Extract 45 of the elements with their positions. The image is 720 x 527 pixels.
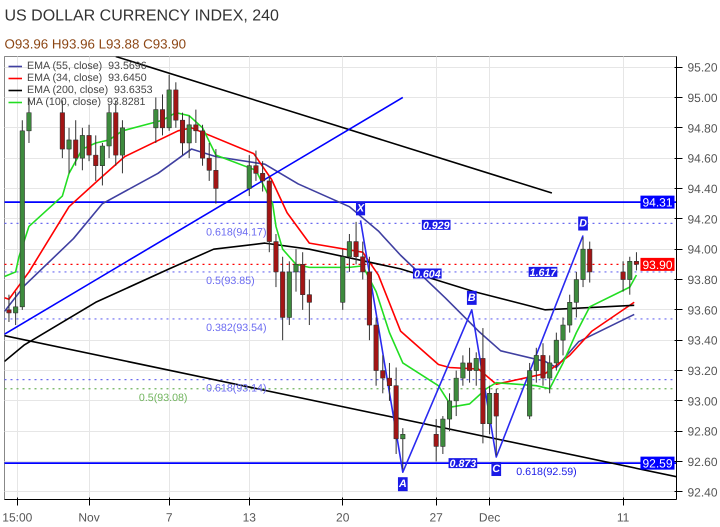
annotation: X: [356, 202, 365, 214]
y-tick-label: 95.00: [688, 90, 718, 105]
x-tick-label: Dec: [478, 510, 500, 524]
ref-line-label: 0.5(93.08): [138, 392, 188, 404]
legend-label: EMA (34, close) 93.6450: [27, 72, 147, 84]
x-tick-label: 15:00: [2, 510, 33, 524]
x-tick-label: 11: [616, 510, 630, 524]
y-tick-label: 93.40: [688, 334, 718, 348]
annotation: 0.618(92.59): [516, 466, 577, 478]
y-tick-label: 93.80: [688, 273, 718, 288]
x-tick-label: 13: [242, 510, 256, 524]
ref-line-label: 92.59: [642, 456, 673, 471]
annotation: 0.873: [450, 458, 476, 470]
annotation: A: [398, 478, 407, 490]
x-tick-label: Nov: [78, 510, 100, 524]
ref-line-label: 0.5(93.85): [206, 274, 255, 287]
ref-line-label: 0.382(93.54): [206, 322, 267, 334]
y-tick-label: 92.40: [688, 485, 718, 500]
y-tick-label: 95.20: [688, 60, 718, 75]
annotation: C: [492, 463, 500, 476]
y-tick-label: 93.60: [688, 303, 718, 318]
y-tick-label: 94.80: [688, 121, 718, 136]
annotation: B: [468, 292, 476, 304]
y-tick-label: 92.60: [688, 455, 718, 470]
ref-line-label: 94.31: [642, 196, 673, 210]
x-tick-label: 27: [430, 510, 444, 524]
annotation: 0.929: [422, 220, 450, 232]
legend-label: EMA (55, close) 93.5696: [27, 60, 147, 72]
legend-label: EMA (200, close) 93.6353: [27, 84, 153, 96]
y-tick-label: 94.00: [688, 242, 718, 257]
y-tick-label: 92.80: [688, 424, 718, 439]
x-tick-label: 7: [166, 510, 173, 524]
annotation: D: [579, 218, 588, 230]
chart-subtitle: O93.96 H93.96 L93.88 C93.90: [4, 36, 186, 52]
y-tick-label: 93.20: [688, 364, 718, 378]
y-tick-label: 94.20: [688, 212, 718, 226]
chart-title: US DOLLAR CURRENCY INDEX, 240: [4, 8, 280, 24]
ref-line-label: 93.90: [642, 258, 673, 272]
annotation: 1.617: [530, 266, 558, 279]
ref-line-label: 0.618(94.17): [206, 226, 267, 238]
y-tick-label: 94.60: [688, 152, 718, 166]
x-tick-label: 20: [336, 510, 350, 524]
annotation: 0.604: [414, 268, 441, 280]
y-tick-label: 94.40: [688, 182, 718, 196]
y-tick-label: 93.00: [688, 394, 718, 408]
